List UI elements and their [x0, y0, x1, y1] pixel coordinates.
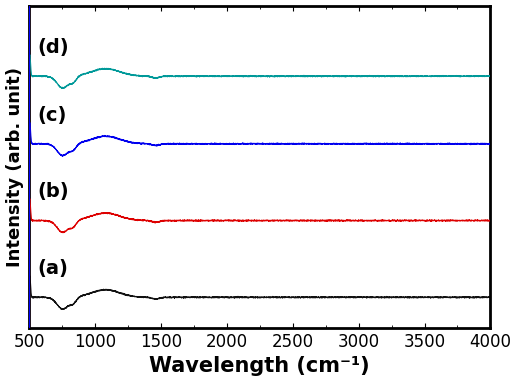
Text: (d): (d)	[37, 38, 69, 57]
Text: (a): (a)	[37, 259, 68, 278]
Text: (b): (b)	[37, 183, 69, 201]
Text: (c): (c)	[37, 106, 66, 125]
X-axis label: Wavelength (cm⁻¹): Wavelength (cm⁻¹)	[149, 356, 370, 376]
Y-axis label: Intensity (arb. unit): Intensity (arb. unit)	[6, 67, 24, 267]
